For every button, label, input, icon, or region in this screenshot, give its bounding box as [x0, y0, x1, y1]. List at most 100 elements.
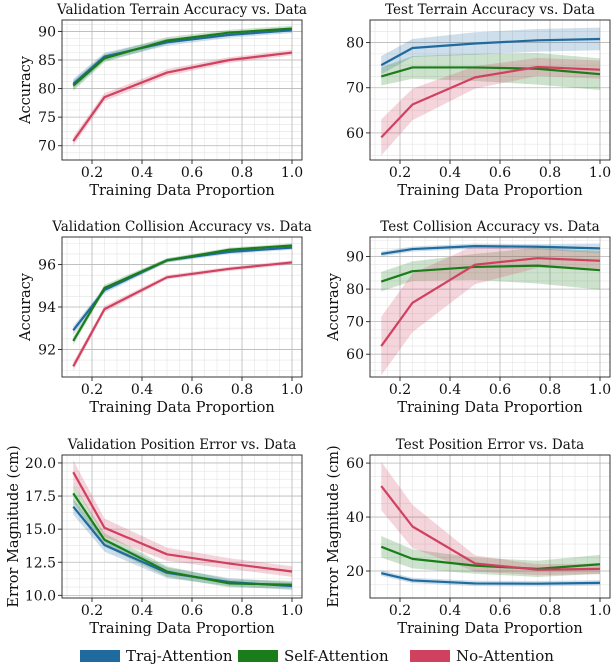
y-tick-label: 12.5 — [25, 555, 56, 571]
x-tick-label: 0.2 — [81, 603, 103, 619]
x-axis-label: Training Data Proportion — [89, 400, 274, 416]
legend-swatch-traj — [80, 650, 120, 662]
x-tick-label: 0.8 — [231, 603, 253, 619]
y-tick-label: 70 — [346, 315, 364, 331]
series-line — [72, 261, 293, 367]
series-line — [380, 257, 601, 347]
series-line — [380, 37, 601, 67]
chart-title: Test Position Error vs. Data — [396, 437, 584, 453]
major-grid — [370, 20, 610, 160]
axes-frame — [369, 236, 611, 378]
series-line — [72, 29, 293, 85]
x-tick-label: 0.2 — [81, 165, 103, 181]
y-tick-label: 17.5 — [25, 489, 56, 505]
x-tick-label: 0.4 — [439, 603, 461, 619]
x-tick-label: 0.4 — [131, 165, 153, 181]
y-axis-label: Accuracy — [326, 272, 342, 342]
x-tick-label: 0.4 — [439, 165, 461, 181]
series-line — [380, 485, 601, 571]
x-tick-label: 1.0 — [281, 382, 303, 398]
major-grid — [62, 455, 302, 598]
y-tick-label: 92 — [38, 342, 56, 358]
x-tick-label: 0.8 — [539, 603, 561, 619]
major-grid — [370, 237, 610, 377]
x-tick-label: 0.2 — [389, 165, 411, 181]
plot-area — [72, 243, 293, 371]
major-grid — [62, 237, 302, 377]
x-tick-label: 0.6 — [181, 165, 203, 181]
chart-title: Test Collision Accuracy vs. Data — [380, 219, 599, 235]
confidence-band — [381, 535, 600, 577]
y-tick-label: 20 — [346, 564, 364, 580]
x-tick-label: 0.4 — [131, 382, 153, 398]
confidence-band — [381, 245, 600, 376]
y-axis-label: Error Magnitude (cm) — [6, 445, 22, 607]
y-tick-label: 60 — [346, 347, 364, 363]
plot-area — [72, 460, 293, 591]
legend-item-none: No-Attention — [410, 645, 554, 667]
y-tick-label: 80 — [346, 282, 364, 298]
y-tick-label: 60 — [346, 456, 364, 472]
x-tick-label: 0.4 — [131, 603, 153, 619]
series-line — [380, 264, 601, 283]
chart-panel-2: 0.2 0.4 0.6 0.8 1.0 60 70 80 Test Terrain Accura… — [346, 2, 611, 199]
y-axis-label: Error Magnitude (cm) — [326, 445, 342, 607]
series-line — [380, 545, 601, 570]
x-axis-label: Training Data Proportion — [397, 183, 582, 199]
legend-swatch-none — [410, 650, 450, 662]
series-line — [380, 65, 601, 139]
chart-title: Validation Collision Accuracy vs. Data — [51, 219, 312, 235]
x-tick-label: 1.0 — [281, 603, 303, 619]
chart-panel-3: 0.2 0.4 0.6 0.8 1.0 92 94 96 Validation Collisio… — [18, 219, 312, 416]
series-line — [380, 66, 601, 78]
x-tick-label: 0.6 — [181, 603, 203, 619]
x-tick-label: 0.6 — [181, 382, 203, 398]
legend-item-self: Self-Attention — [238, 645, 389, 667]
x-tick-label: 0.2 — [389, 603, 411, 619]
x-tick-label: 0.6 — [489, 165, 511, 181]
y-tick-label: 70 — [38, 139, 56, 155]
series-line — [72, 27, 293, 87]
y-tick-label: 90 — [346, 250, 364, 266]
chart-title: Validation Position Error vs. Data — [67, 437, 297, 453]
x-tick-label: 0.2 — [81, 382, 103, 398]
x-axis-label: Training Data Proportion — [397, 400, 582, 416]
axes-frame — [61, 454, 303, 599]
y-tick-label: 80 — [38, 82, 56, 98]
x-tick-label: 0.6 — [489, 603, 511, 619]
series-line — [72, 244, 293, 342]
x-tick-label: 1.0 — [589, 382, 611, 398]
y-tick-label: 15.0 — [25, 522, 56, 538]
series-line — [72, 492, 293, 586]
plot-area — [380, 461, 601, 587]
plot-area — [380, 27, 601, 156]
y-tick-label: 94 — [38, 300, 56, 316]
x-axis-label: Training Data Proportion — [89, 183, 274, 199]
x-tick-label: 0.4 — [439, 382, 461, 398]
y-tick-label: 40 — [346, 510, 364, 526]
legend-label-traj: Traj-Attention — [126, 647, 233, 665]
confidence-band — [73, 260, 292, 371]
chart-panel-4: 0.2 0.4 0.6 0.8 1.0 60 70 80 90 Test Collision Ac… — [326, 219, 611, 416]
axes-frame — [369, 454, 611, 599]
y-tick-label: 10.0 — [25, 588, 56, 604]
series-line — [381, 572, 601, 585]
x-tick-label: 1.0 — [281, 165, 303, 181]
legend: Traj-Attention Self-Attention No-Attenti… — [0, 645, 613, 667]
legend-label-none: No-Attention — [456, 647, 554, 665]
y-tick-label: 85 — [38, 53, 56, 69]
chart-panel-5: 0.2 0.4 0.6 0.8 1.0 10.0 12.5 15.0 17.5 20.0 Valid… — [6, 437, 303, 637]
confidence-band — [73, 460, 292, 577]
legend-item-traj: Traj-Attention — [80, 645, 233, 667]
x-tick-label: 0.6 — [489, 382, 511, 398]
confidence-band — [381, 461, 600, 576]
x-tick-label: 0.8 — [539, 382, 561, 398]
x-axis-label: Training Data Proportion — [89, 621, 274, 637]
plot-area — [380, 243, 601, 376]
series-line — [381, 245, 601, 256]
chart-title: Validation Terrain Accuracy vs. Data — [56, 2, 307, 18]
major-grid — [62, 20, 302, 160]
y-tick-label: 20.0 — [25, 456, 56, 472]
